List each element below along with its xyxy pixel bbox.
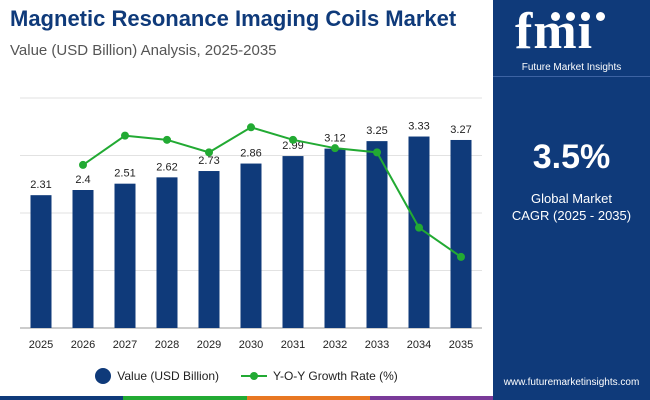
growth-point [373,148,381,157]
growth-point [247,123,255,132]
cagr-label-line1: Global Market [531,191,612,206]
bar [114,183,136,328]
bar [282,156,304,328]
website-link[interactable]: www.futuremarketinsights.com [503,377,640,388]
chart-legend: Value (USD Billion) Y-O-Y Growth Rate (%… [0,366,493,386]
bar [240,163,262,328]
footer-segment-green [123,396,247,400]
bar [198,171,220,328]
legend-item-growth[interactable]: Y-O-Y Growth Rate (%) [241,369,398,383]
x-tick-label: 2027 [113,339,137,351]
footer-color-bar [0,396,493,400]
growth-point [205,148,213,157]
bar-value-label: 3.33 [408,121,429,133]
growth-point [121,131,129,140]
growth-point [163,135,171,144]
bar-value-label: 2.4 [75,174,90,186]
legend-line-label: Y-O-Y Growth Rate (%) [273,369,398,383]
bar-value-label: 2.73 [198,155,219,167]
x-tick-label: 2034 [407,339,431,351]
bar [366,141,388,328]
bar-value-label: 2.51 [114,168,135,180]
x-tick-label: 2026 [71,339,95,351]
footer-segment-blue [0,396,124,400]
cagr-label: Global Market CAGR (2025 - 2035) [493,190,650,224]
legend-line-swatch [241,372,268,380]
x-tick-label: 2029 [197,339,221,351]
growth-point [79,160,87,169]
bar [408,136,430,328]
x-tick-label: 2031 [281,339,305,351]
bar-value-label: 2.86 [240,148,261,160]
logo-subtitle: Future Market Insights [521,62,622,73]
growth-point [331,144,339,153]
bar [72,190,94,328]
footer-segment-purple [369,396,493,400]
bar-value-label: 2.62 [156,161,177,173]
bar-value-label: 2.31 [30,179,51,191]
page-title: Magnetic Resonance Imaging Coils Market [10,6,457,31]
fmi-logo: fmi Future Market Insights [493,4,650,74]
cagr-value: 3.5% [532,138,611,176]
footer-segment-orange [246,396,370,400]
legend-bar-swatch [95,368,112,384]
bar [156,177,178,328]
page-subtitle: Value (USD Billion) Analysis, 2025-2035 [10,42,277,59]
x-tick-label: 2033 [365,339,389,351]
sidebar-panel: fmi Future Market Insights 3.5% Global M… [493,0,650,400]
growth-line [82,126,462,258]
x-tick-label: 2030 [239,339,263,351]
x-tick-label: 2035 [449,339,473,351]
bar [30,195,52,328]
x-tick-label: 2025 [29,339,53,351]
bar-value-label: 2.99 [282,140,303,152]
bar [450,139,472,328]
x-tick-label: 2032 [323,339,347,351]
bar-value-label: 3.27 [450,124,471,136]
bar-value-label: 3.25 [366,125,387,137]
bar [324,148,346,328]
chart-area: 2.31 2.4 2.51 2.62 2.73 2.86 2.99 3.12 3.25 3.33 3… [20,97,482,351]
bar-value-label: 3.12 [324,133,345,145]
growth-point [289,135,297,144]
legend-item-value[interactable]: Value (USD Billion) [95,368,219,384]
growth-point [415,223,423,232]
cagr-label-line2: CAGR (2025 - 2035) [511,208,632,223]
logo-letters: fmi [515,3,594,60]
x-tick-label: 2028 [155,339,179,351]
growth-point [457,252,465,261]
legend-bar-label: Value (USD Billion) [117,369,220,383]
sidebar-divider [493,76,650,77]
logo-dots-icon [551,8,631,22]
